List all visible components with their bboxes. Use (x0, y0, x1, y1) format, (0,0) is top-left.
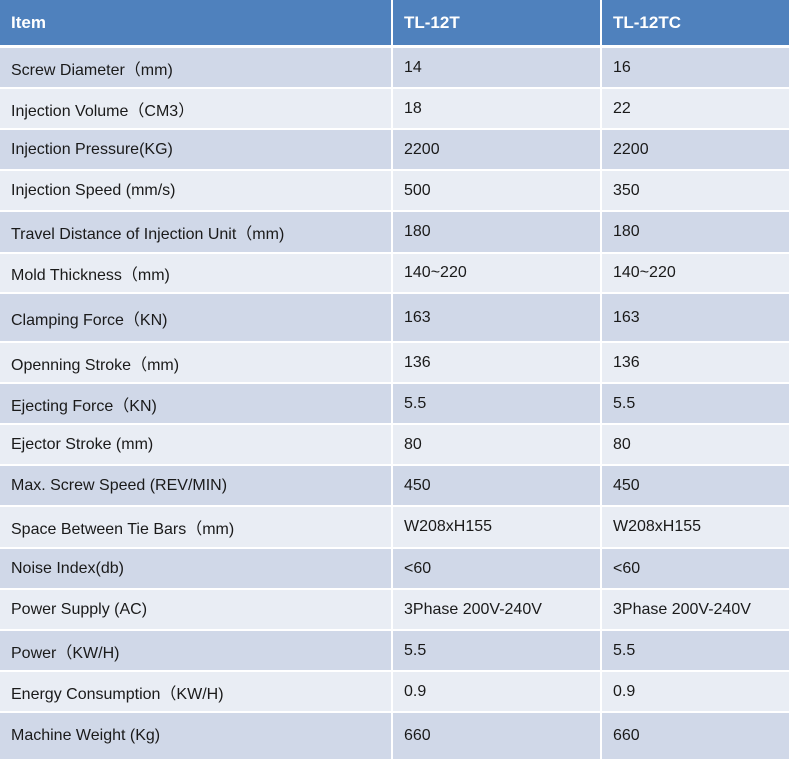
header-model-tl-12t: TL-12T (392, 0, 602, 48)
tl-12tc-value-cell: 16 (601, 46, 789, 89)
tl-12tc-value-cell: W208xH155 (601, 506, 789, 549)
tl-12t-value-cell: 0.9 (392, 671, 602, 713)
spec-name-cell: Noise Index(db) (0, 548, 393, 590)
spec-name-cell: Power Supply (AC) (0, 589, 393, 631)
spec-name-cell: Travel Distance of Injection Unit（mm) (0, 211, 393, 254)
spec-name-cell: Power（KW/H) (0, 630, 393, 672)
tl-12tc-value-cell: 450 (601, 465, 789, 507)
table-row: Machine Weight (Kg) 660 660 (0, 712, 789, 761)
table-row: Noise Index(db) <60 <60 (0, 548, 789, 590)
tl-12t-value-cell: 136 (392, 342, 602, 384)
tl-12t-value-cell: W208xH155 (392, 506, 602, 549)
tl-12tc-value-cell: <60 (601, 548, 789, 590)
tl-12tc-value-cell: 660 (601, 712, 789, 761)
tl-12tc-value-cell: 2200 (601, 129, 789, 171)
spec-name-cell: Space Between Tie Bars（mm) (0, 506, 393, 549)
tl-12t-value-cell: 14 (392, 46, 602, 89)
table-row: Clamping Force（KN) 163 163 (0, 293, 789, 343)
spec-name-cell: Injection Volume（CM3） (0, 88, 393, 130)
header-item: Item (0, 0, 393, 48)
table-row: Mold Thickness（mm) 140~220 140~220 (0, 253, 789, 294)
table-row: Max. Screw Speed (REV/MIN) 450 450 (0, 465, 789, 507)
tl-12tc-value-cell: 350 (601, 170, 789, 212)
spec-name-cell: Screw Diameter（mm) (0, 46, 393, 89)
table-row: Injection Volume（CM3） 18 22 (0, 88, 789, 130)
header-row: Item TL-12T TL-12TC (0, 0, 789, 48)
table-row: Space Between Tie Bars（mm) W208xH155 W208x… (0, 506, 789, 549)
tl-12t-value-cell: 180 (392, 211, 602, 254)
tl-12t-value-cell: 140~220 (392, 253, 602, 294)
spec-name-cell: Mold Thickness（mm) (0, 253, 393, 294)
tl-12tc-value-cell: 3Phase 200V-240V (601, 589, 789, 631)
tl-12t-value-cell: 5.5 (392, 383, 602, 425)
spec-name-cell: Machine Weight (Kg) (0, 712, 393, 761)
table-row: Injection Speed (mm/s) 500 350 (0, 170, 789, 212)
tl-12t-value-cell: 660 (392, 712, 602, 761)
table-body: Screw Diameter（mm) 14 16 Injection Volume（C… (0, 46, 789, 761)
spec-name-cell: Injection Speed (mm/s) (0, 170, 393, 212)
tl-12t-value-cell: <60 (392, 548, 602, 590)
tl-12t-value-cell: 80 (392, 424, 602, 466)
table-row: Ejecting Force（KN) 5.5 5.5 (0, 383, 789, 425)
table-row: Power（KW/H) 5.5 5.5 (0, 630, 789, 672)
table-row: Energy Consumption（KW/H) 0.9 0.9 (0, 671, 789, 713)
tl-12tc-value-cell: 140~220 (601, 253, 789, 294)
table-row: Ejector Stroke (mm) 80 80 (0, 424, 789, 466)
spec-name-cell: Openning Stroke（mm) (0, 342, 393, 384)
spec-name-cell: Injection Pressure(KG) (0, 129, 393, 171)
tl-12t-value-cell: 450 (392, 465, 602, 507)
tl-12t-value-cell: 500 (392, 170, 602, 212)
tl-12tc-value-cell: 136 (601, 342, 789, 384)
spec-name-cell: Ejector Stroke (mm) (0, 424, 393, 466)
table-row: Power Supply (AC) 3Phase 200V-240V 3Phase … (0, 589, 789, 631)
tl-12tc-value-cell: 180 (601, 211, 789, 254)
tl-12tc-value-cell: 5.5 (601, 383, 789, 425)
tl-12tc-value-cell: 80 (601, 424, 789, 466)
table-header: Item TL-12T TL-12TC (0, 0, 789, 48)
tl-12tc-value-cell: 22 (601, 88, 789, 130)
tl-12t-value-cell: 3Phase 200V-240V (392, 589, 602, 631)
spec-name-cell: Max. Screw Speed (REV/MIN) (0, 465, 393, 507)
tl-12t-value-cell: 163 (392, 293, 602, 343)
tl-12tc-value-cell: 0.9 (601, 671, 789, 713)
header-model-tl-12tc: TL-12TC (601, 0, 789, 48)
table-row: Screw Diameter（mm) 14 16 (0, 46, 789, 89)
spec-name-cell: Energy Consumption（KW/H) (0, 671, 393, 713)
tl-12tc-value-cell: 5.5 (601, 630, 789, 672)
table-row: Openning Stroke（mm) 136 136 (0, 342, 789, 384)
table-row: Travel Distance of Injection Unit（mm) 180… (0, 211, 789, 254)
tl-12t-value-cell: 2200 (392, 129, 602, 171)
spec-name-cell: Ejecting Force（KN) (0, 383, 393, 425)
tl-12t-value-cell: 18 (392, 88, 602, 130)
tl-12t-value-cell: 5.5 (392, 630, 602, 672)
table-row: Injection Pressure(KG) 2200 2200 (0, 129, 789, 171)
tl-12tc-value-cell: 163 (601, 293, 789, 343)
spec-name-cell: Clamping Force（KN) (0, 293, 393, 343)
